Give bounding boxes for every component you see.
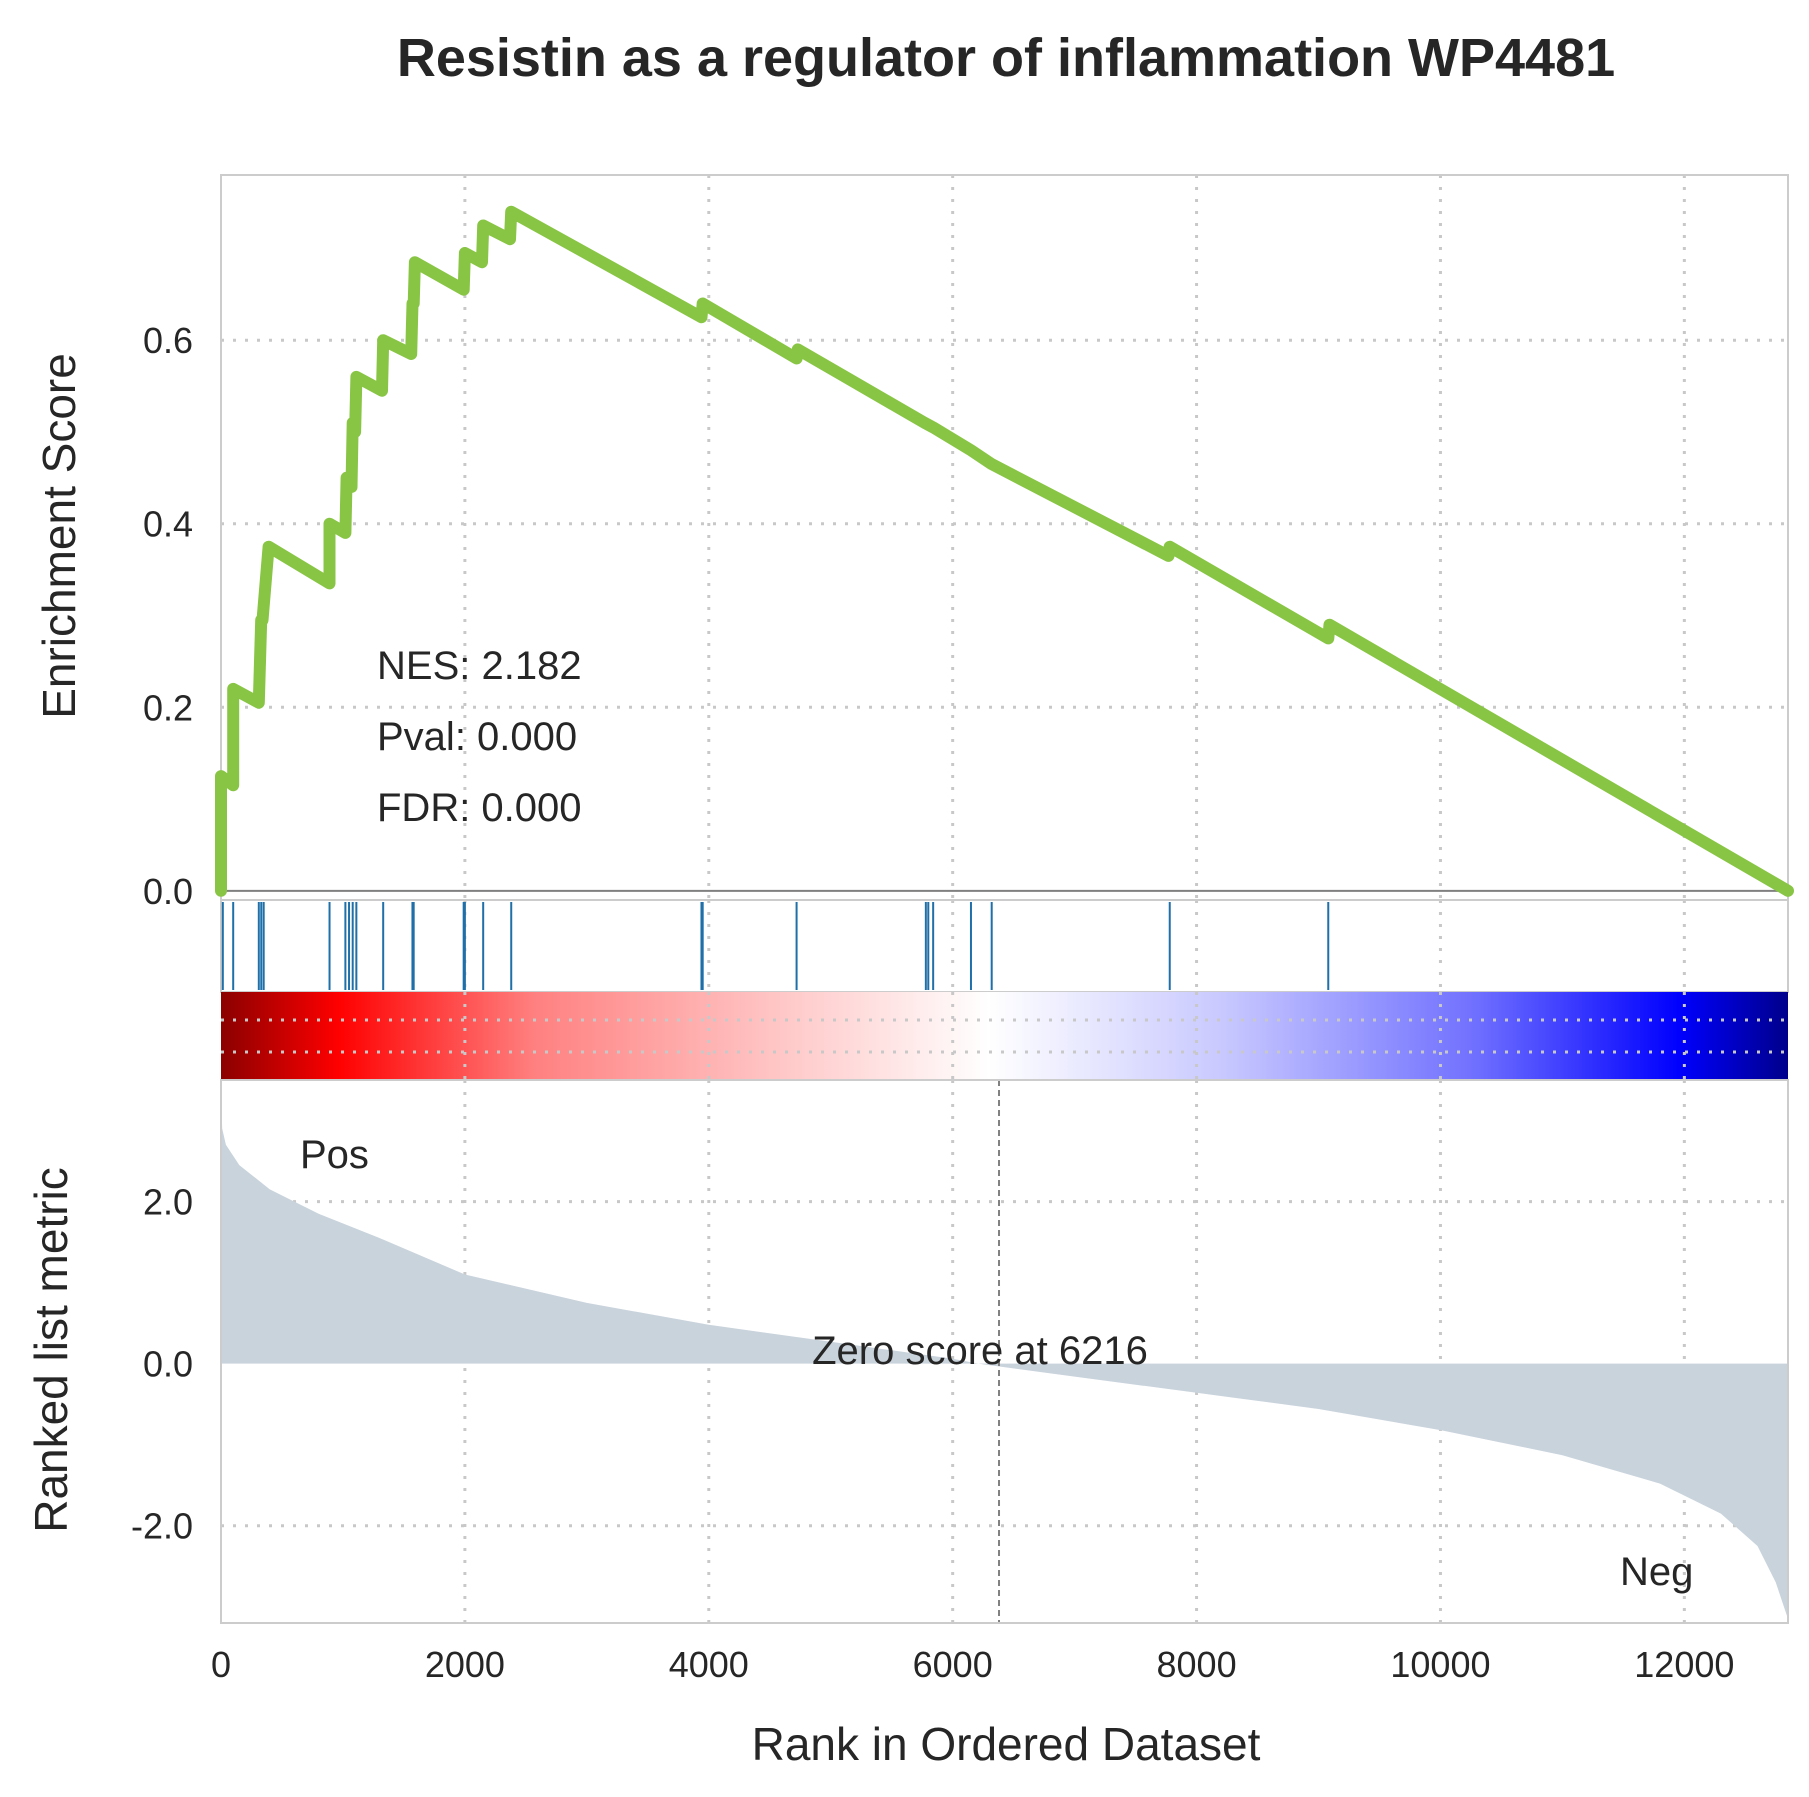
ranked-metric-y-tick: 2.0 <box>143 1182 193 1223</box>
pval-annotation: Pval: 0.000 <box>377 715 577 759</box>
x-tick-label: 6000 <box>913 1644 993 1685</box>
ranked-metric-area <box>221 1096 1788 1619</box>
x-tick-label: 12000 <box>1634 1644 1734 1685</box>
chart-title: Resistin as a regulator of inflammation … <box>397 28 1615 88</box>
ranked-metric-y-tick: -2.0 <box>131 1506 193 1547</box>
ranked-metric-ylabel: Ranked list metric <box>25 1167 77 1533</box>
ranked-metric-panel-frame <box>220 1079 1789 1624</box>
neg-label: Neg <box>1620 1550 1693 1594</box>
hits-panel <box>220 899 1789 993</box>
pos-label: Pos <box>300 1133 369 1177</box>
enrichment-y-tick: 0.6 <box>143 320 193 361</box>
x-tick-label: 0 <box>211 1644 231 1685</box>
enrichment-y-tick: 0.2 <box>143 687 193 728</box>
enrichment-y-tick: 0.0 <box>143 871 193 912</box>
enrichment-score-line <box>215 205 1794 897</box>
rank-colorbar <box>221 992 1788 1080</box>
zero-score-label: Zero score at 6216 <box>812 1329 1148 1373</box>
x-tick-label: 2000 <box>425 1644 505 1685</box>
x-tick-label: 4000 <box>669 1644 749 1685</box>
enrichment-y-tick: 0.4 <box>143 504 193 545</box>
hits-panel-frame <box>220 899 1789 993</box>
ranked-metric-panel: 2.0 0.0 -2.0 Ranked list metric Pos Neg Ze… <box>25 1079 1789 1624</box>
x-tick-label: 10000 <box>1390 1644 1490 1685</box>
x-tick-label: 8000 <box>1157 1644 1237 1685</box>
enrichment-ylabel: Enrichment Score <box>33 353 85 719</box>
rank-colorbar-panel <box>221 992 1788 1080</box>
x-axis-label: Rank in Ordered Dataset <box>752 1718 1261 1770</box>
x-axis: 0 2000 4000 6000 8000 10000 12000 <box>211 1644 1734 1685</box>
ranked-metric-y-tick: 0.0 <box>143 1344 193 1385</box>
nes-annotation: NES: 2.182 <box>377 644 582 688</box>
enrichment-panel: 0.0 0.2 0.4 0.6 Enrichment Score NES: 2.182… <box>33 174 1794 912</box>
fdr-annotation: FDR: 0.000 <box>377 786 582 830</box>
